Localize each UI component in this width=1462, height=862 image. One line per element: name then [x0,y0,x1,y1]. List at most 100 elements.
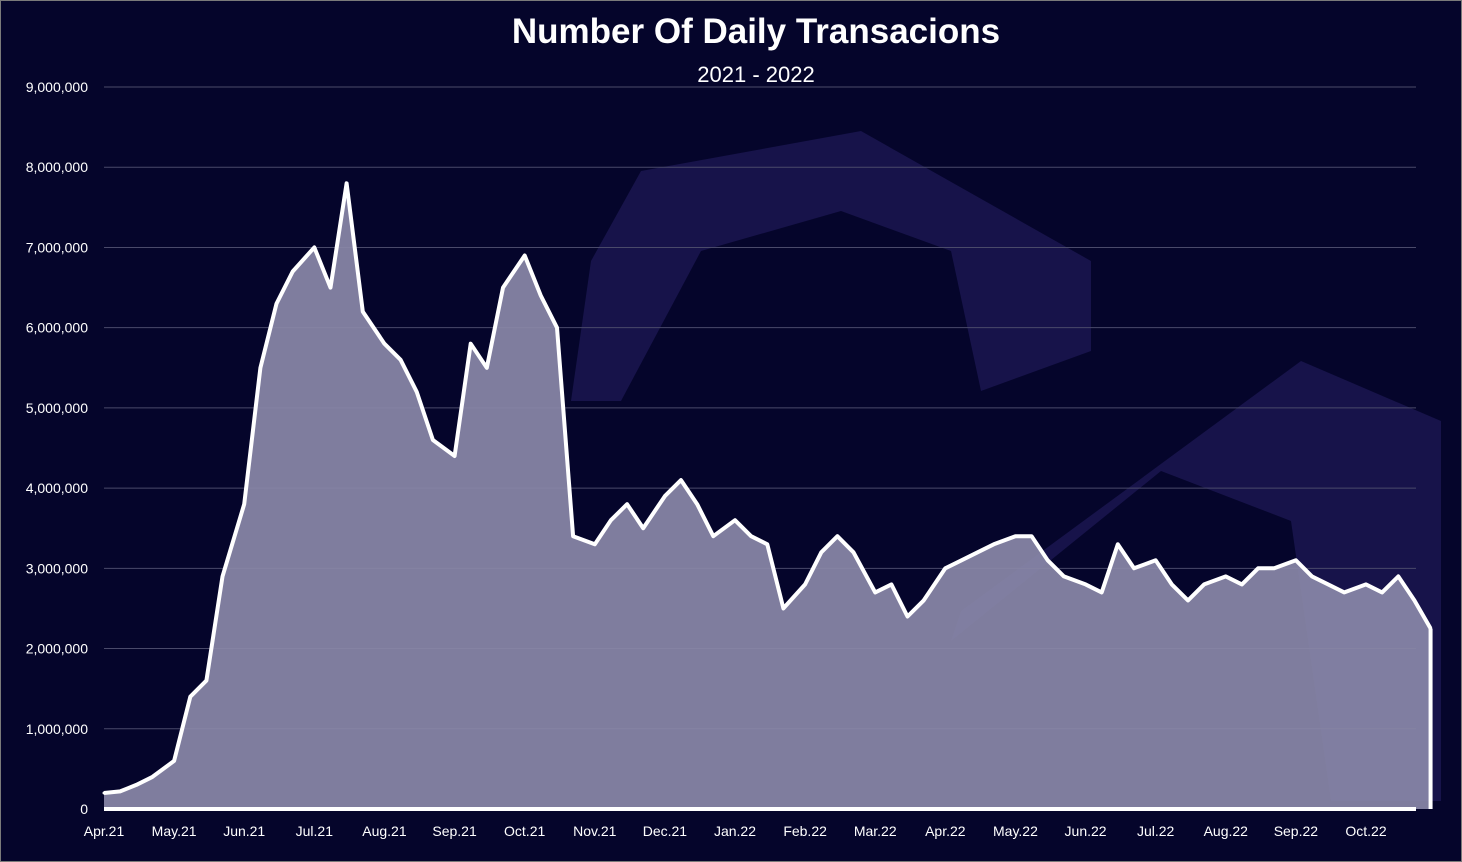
x-tick-label: May.21 [152,823,197,839]
data-point [539,294,543,298]
data-point [1132,566,1136,570]
y-tick-label: 7,000,000 [26,239,88,255]
data-point [275,302,278,306]
data-point [663,494,667,498]
data-point [102,791,106,795]
data-point [1294,558,1298,562]
data-point [1186,598,1190,602]
data-point [819,550,823,554]
data-point [1202,582,1206,586]
data-point [172,759,176,763]
data-point [150,775,154,779]
data-point [593,542,597,546]
y-tick-label: 8,000,000 [26,159,88,175]
y-tick-label: 5,000,000 [26,400,88,416]
data-point [1342,590,1346,594]
data-point [1429,627,1433,630]
x-tick-label: Nov.21 [573,823,617,839]
data-point [1170,582,1174,586]
data-point [733,518,737,522]
data-point [1224,574,1228,578]
data-point [922,598,926,602]
data-point [1116,542,1120,546]
data-point [1272,566,1276,570]
data-point [1154,558,1158,562]
data-point [1412,598,1416,602]
data-point [523,254,527,257]
x-tick-label: Dec.21 [643,823,688,839]
data-point [258,366,262,370]
data-point [835,534,839,538]
x-tick-label: Aug.21 [362,823,407,839]
data-point [873,590,877,594]
data-point [1013,534,1017,538]
data-point [134,783,138,787]
x-tick-label: Mar.22 [854,823,897,839]
data-point [711,534,715,538]
data-point [641,526,645,530]
x-tick-label: Jul.22 [1137,823,1175,839]
data-point [1046,558,1050,562]
data-point [453,454,457,458]
data-point [852,550,855,554]
x-tick-label: Apr.21 [84,823,125,839]
data-point [992,542,996,546]
data-point [361,310,365,314]
data-point [889,582,893,586]
x-axis: Apr.21 May.21 Jun.21 Jul.21 Aug.21 Sep.21 Oct.… [84,823,1387,839]
data-point [1310,574,1314,578]
data-point [382,342,386,346]
data-point [609,518,613,522]
data-point [291,270,295,273]
data-point [555,326,559,330]
x-tick-label: May.22 [993,823,1038,839]
data-point [188,695,192,699]
data-point [329,286,332,290]
data-point [781,606,785,610]
data-point [469,342,473,346]
data-point [118,789,122,793]
y-tick-label: 6,000,000 [26,320,88,336]
data-point [765,542,769,546]
x-tick-label: Oct.22 [1345,823,1386,839]
x-tick-label: Feb.22 [783,823,827,839]
y-tick-label: 4,000,000 [26,480,88,496]
y-tick-label: 0 [80,801,88,817]
data-point [485,366,489,370]
y-tick-label: 3,000,000 [26,560,88,576]
data-point [1240,582,1244,586]
data-point [1396,574,1400,578]
data-point [1364,582,1368,586]
data-point [1084,582,1088,586]
x-tick-label: Aug.22 [1204,823,1249,839]
data-point [501,286,505,290]
data-point [204,679,208,683]
data-point [906,615,909,618]
x-tick-label: Sep.22 [1274,823,1319,839]
data-point [1256,566,1260,570]
data-point [625,502,629,506]
x-tick-label: Jun.22 [1065,823,1107,839]
data-point [221,574,224,578]
data-point [1380,590,1384,594]
series-area-fill [104,183,1431,810]
data-point [695,502,699,506]
data-point [803,582,807,586]
data-point [976,550,980,554]
chart-subtitle: 2021 - 2022 [697,62,814,87]
data-point [312,245,316,249]
y-tick-label: 9,000,000 [26,79,88,95]
y-tick-label: 2,000,000 [26,641,88,657]
data-point [943,566,947,570]
data-point [1100,590,1104,594]
data-point [960,558,963,562]
y-tick-label: 1,000,000 [26,721,88,737]
y-axis: 0 1,000,000 2,000,000 3,000,000 4,000,000 5,0… [26,79,89,817]
data-point [749,534,753,538]
x-tick-label: Sep.21 [432,823,477,839]
x-tick-label: Apr.22 [925,823,966,839]
data-point [399,358,403,362]
area-series [102,181,1433,811]
